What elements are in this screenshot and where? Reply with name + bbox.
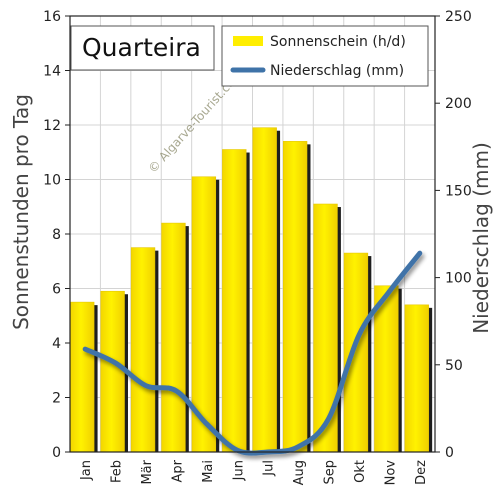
month-label: Feb (110, 460, 125, 483)
month-label: Mai (201, 460, 216, 483)
precipitation-line-group (82, 250, 423, 456)
sunshine-bars (70, 127, 433, 453)
left-tick-label: 14 (43, 64, 61, 80)
sunshine-bar (70, 301, 95, 453)
right-tick-label: 100 (445, 271, 472, 287)
month-label: Apr (170, 459, 185, 482)
month-label: Jun (231, 460, 246, 481)
month-labels: Jan Feb Mär Apr Mai Jun Jul Aug Sep Okt Nov Dez (79, 459, 429, 485)
left-tick-label: 0 (52, 445, 61, 461)
month-label: Okt (353, 460, 368, 483)
left-axis-ticks: 0 2 4 6 8 10 12 14 16 (43, 9, 70, 461)
month-label: Jul (262, 460, 277, 477)
right-tick-label: 150 (445, 183, 472, 199)
sunshine-bar (252, 127, 277, 453)
legend-label-sunshine: Sonnenschein (h/d) (270, 34, 406, 50)
sunshine-bar (282, 141, 308, 453)
month-label: Dez (414, 460, 429, 485)
sunshine-bar (404, 304, 429, 453)
sunshine-bar (313, 203, 338, 453)
chart-title: Quarteira (82, 33, 201, 62)
sunshine-bar (130, 247, 156, 453)
left-tick-label: 16 (43, 9, 61, 25)
sunshine-bar (100, 290, 125, 453)
month-label: Jan (79, 460, 94, 481)
legend-swatch-sunshine (233, 36, 263, 46)
sunshine-bar (222, 149, 247, 453)
right-tick-label: 200 (445, 96, 472, 112)
y-axis-label-left: Sonnenstunden pro Tag (9, 94, 33, 330)
legend: Sonnenschein (h/d) Niederschlag (mm) (221, 25, 429, 87)
month-label: Sep (323, 460, 338, 485)
left-tick-label: 4 (52, 336, 61, 352)
y-axis-label-right: Niederschlag (mm) (469, 142, 493, 334)
left-tick-label: 6 (52, 282, 61, 298)
left-tick-label: 10 (43, 173, 61, 189)
right-tick-label: 50 (445, 358, 463, 374)
right-tick-label: 250 (445, 9, 472, 25)
month-label: Aug (292, 460, 307, 485)
title-box: Quarteira (70, 25, 215, 71)
right-axis-ticks: 0 50 100 150 200 250 (435, 9, 472, 461)
left-tick-label: 8 (52, 227, 61, 243)
left-tick-label: 2 (52, 391, 61, 407)
month-label: Mär (140, 459, 155, 484)
sunshine-bar (374, 285, 399, 453)
precipitation-line (82, 250, 423, 456)
sunshine-bar (343, 252, 369, 453)
month-label: Nov (383, 460, 398, 486)
right-tick-label: 0 (445, 445, 454, 461)
legend-label-precipitation: Niederschlag (mm) (270, 63, 404, 79)
sunshine-bar (161, 222, 186, 453)
title-box-background (70, 25, 215, 71)
left-tick-label: 12 (43, 118, 61, 134)
